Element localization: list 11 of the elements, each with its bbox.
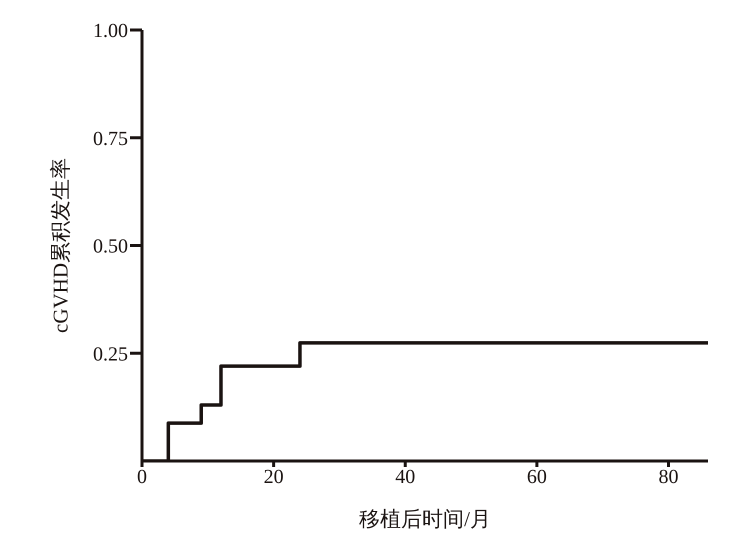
- y-tick-label: 0.75: [93, 128, 128, 150]
- x-tick-label: 80: [658, 466, 679, 488]
- y-axis-title: cGVHD累积发生率: [48, 158, 72, 333]
- x-axis-title: 移植后时间/月: [359, 507, 491, 531]
- y-tick-label: 1.00: [93, 20, 128, 42]
- y-tick-label: 0.25: [93, 343, 128, 366]
- x-tick-label: 60: [526, 466, 547, 488]
- y-tick-label: 0.50: [93, 236, 128, 258]
- x-tick-label: 40: [395, 466, 416, 488]
- x-tick-label: 20: [264, 466, 284, 488]
- x-tick-label: 0: [137, 466, 147, 488]
